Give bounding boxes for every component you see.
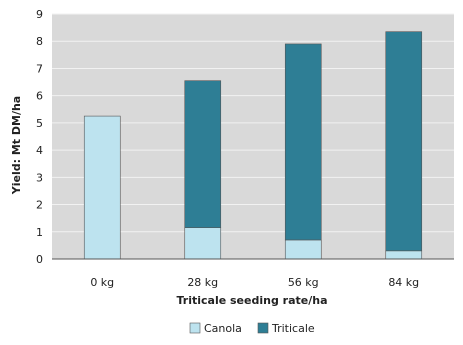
x-tick-label: 0 kg [90, 276, 114, 289]
bar-canola [284, 239, 322, 260]
bar-canola [184, 227, 222, 260]
y-tick-label: 1 [36, 226, 43, 239]
bar-canola [385, 250, 423, 260]
bar-triticale [284, 43, 322, 241]
x-tick-label: 56 kg [288, 276, 319, 289]
y-tick-label: 7 [36, 62, 43, 75]
bar-triticale [385, 31, 423, 252]
x-axis-ticks: 0 kg 28 kg 56 kg 84 kg [90, 276, 419, 289]
y-tick-label: 6 [36, 90, 43, 103]
y-tick-label: 4 [36, 144, 43, 157]
y-tick-label: 5 [36, 117, 43, 130]
y-tick-label: 0 [36, 253, 43, 266]
y-tick-label: 3 [36, 171, 43, 184]
legend: Canola Triticale [189, 322, 315, 335]
x-tick-label: 28 kg [187, 276, 218, 289]
y-tick-label: 2 [36, 199, 43, 212]
legend-swatch-triticale [257, 322, 269, 334]
x-axis-title: Triticale seeding rate/ha [176, 294, 327, 307]
bar-canola [83, 115, 121, 260]
y-axis-title: Yield: Mt DM/ha [10, 96, 23, 195]
bar-triticale [184, 80, 222, 228]
y-tick-label: 8 [36, 35, 43, 48]
y-axis-ticks: 0 1 2 3 4 5 6 7 8 9 [36, 8, 43, 266]
legend-label-canola: Canola [204, 322, 242, 335]
legend-label-triticale: Triticale [271, 322, 315, 335]
y-tick-label: 9 [36, 8, 43, 21]
x-tick-label: 84 kg [388, 276, 419, 289]
bars [52, 31, 454, 260]
legend-swatch-canola [189, 322, 201, 334]
